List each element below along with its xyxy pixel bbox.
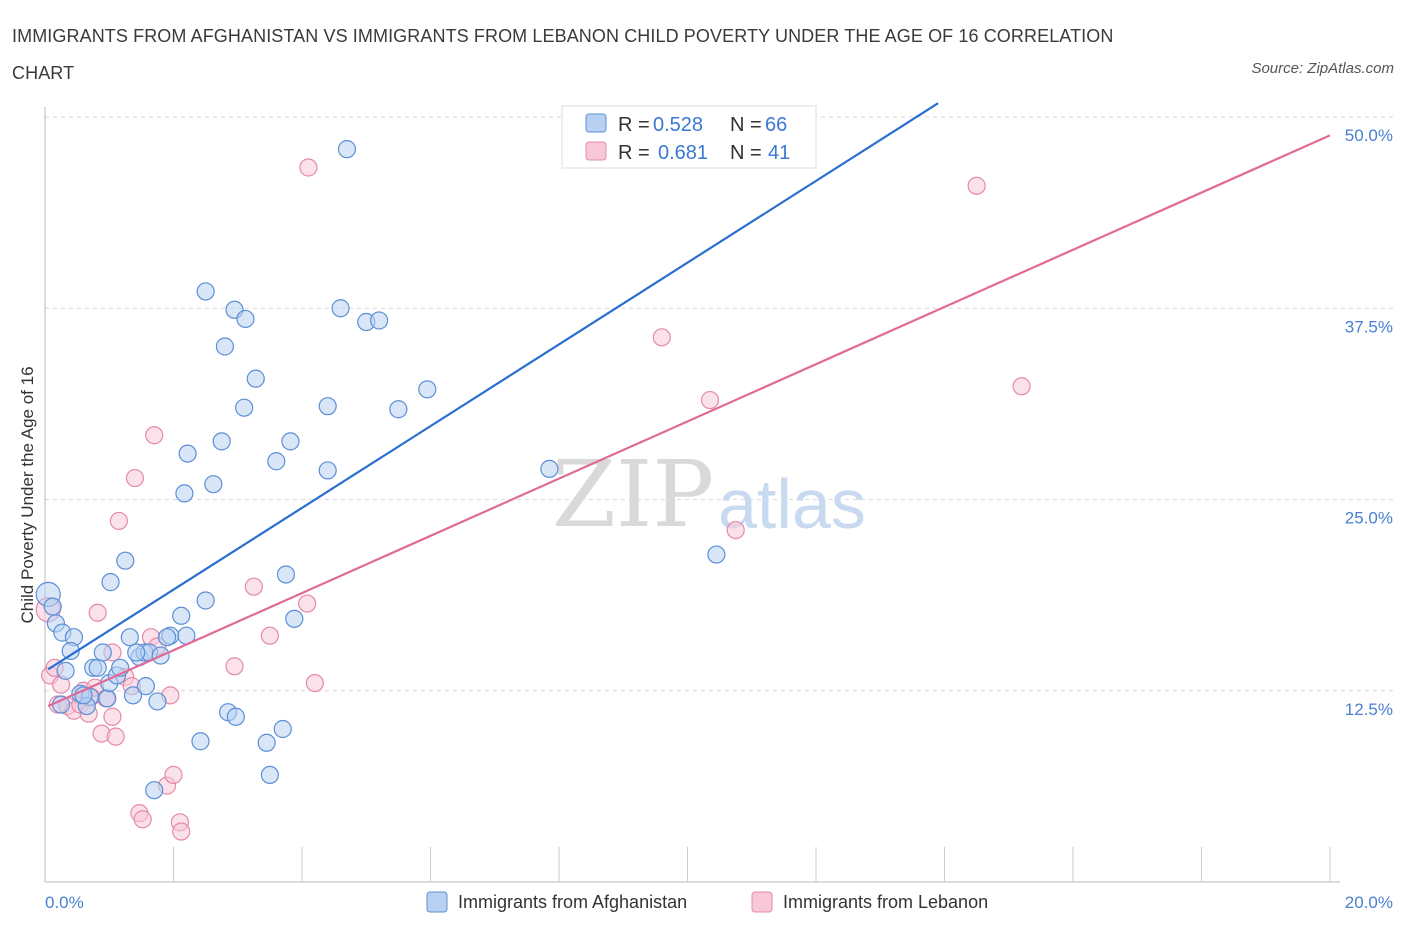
- afghanistan-point-26: [145, 781, 164, 800]
- legend-r-value-2: 0.681: [658, 142, 708, 164]
- afghanistan-point-12: [88, 658, 107, 677]
- lebanon-point-29: [164, 765, 183, 785]
- legend-r-value-1: 0.528: [653, 114, 703, 136]
- afghanistan-point-46: [257, 733, 276, 752]
- y-axis-label: Child Poverty Under the Age of 16: [18, 366, 37, 623]
- legend-n-label-1: N =: [730, 114, 762, 136]
- afghanistan-point-16: [101, 573, 120, 592]
- afghanistan-point-43: [235, 398, 254, 417]
- lebanon-point-17: [106, 727, 125, 746]
- series-lebanon-points: [35, 158, 1031, 841]
- legend-n-value-1: 66: [765, 114, 787, 136]
- lebanon-point-40: [726, 520, 745, 540]
- afghanistan-point-58: [370, 311, 389, 330]
- afghanistan-point-36: [196, 591, 215, 610]
- afghanistan-point-61: [540, 459, 559, 478]
- afghanistan-point-50: [276, 565, 296, 584]
- afghanistan-point-5: [61, 641, 80, 661]
- afghanistan-point-49: [273, 719, 292, 739]
- afghanistan-point-48: [267, 452, 286, 471]
- afghanistan-point-34: [191, 732, 210, 751]
- afghanistan-point-35: [196, 282, 215, 301]
- afghanistan-point-14: [98, 689, 117, 708]
- afghanistan-point-64: [127, 643, 146, 662]
- legend-n-label-2: N =: [730, 142, 762, 164]
- trend-line-afghanistan: [47, 102, 939, 671]
- afghanistan-point-45: [246, 369, 265, 388]
- afghanistan-point-6: [56, 661, 75, 680]
- afghanistan-point-31: [175, 484, 194, 503]
- lebanon-point-38: [652, 328, 671, 347]
- lebanon-point-37: [305, 673, 324, 693]
- afghanistan-point-24: [136, 677, 155, 696]
- afghanistan-point-62: [707, 545, 726, 564]
- lebanon-point-12: [88, 603, 107, 622]
- lebanon-point-41: [967, 176, 986, 195]
- lebanon-point-35: [298, 594, 317, 613]
- lebanon-point-36: [299, 158, 318, 177]
- x-tick-max: 20.0%: [1345, 893, 1393, 912]
- legend-swatch-lebanon: [585, 141, 607, 161]
- afghanistan-point-27: [148, 692, 167, 711]
- afghanistan-point-33: [178, 444, 197, 463]
- y-tick-label-2: 37.5%: [1345, 317, 1393, 336]
- trend-lines: [47, 102, 1331, 708]
- lebanon-point-23: [133, 810, 152, 829]
- afghanistan-point-37: [204, 475, 223, 494]
- afghanistan-point-56: [337, 140, 357, 159]
- afghanistan-point-38: [212, 432, 231, 451]
- y-tick-label-3: 50.0%: [1345, 126, 1393, 145]
- bottom-swatch-lebanon: [751, 891, 773, 913]
- bottom-swatch-afghanistan: [426, 891, 448, 913]
- watermark-zip: ZIP: [552, 441, 714, 548]
- afghanistan-point-52: [285, 609, 304, 628]
- afghanistan-point-20: [120, 628, 139, 647]
- lebanon-point-25: [145, 426, 164, 445]
- bottom-legend-afghanistan: Immigrants from Afghanistan: [458, 892, 687, 912]
- bottom-legend: Immigrants from Afghanistan Immigrants f…: [426, 891, 988, 913]
- afghanistan-point-54: [318, 397, 337, 416]
- bottom-legend-lebanon: Immigrants from Lebanon: [783, 892, 988, 912]
- afghanistan-point-21: [123, 686, 143, 705]
- source-credit: Source: ZipAtlas.com: [1251, 60, 1394, 77]
- y-tick-label-1: 25.0%: [1345, 509, 1393, 528]
- afghanistan-point-55: [331, 299, 350, 318]
- chart-title: IMMIGRANTS FROM AFGHANISTAN VS IMMIGRANT…: [12, 26, 1114, 83]
- afghanistan-point-13: [93, 643, 112, 662]
- lebanon-point-21: [125, 468, 145, 488]
- legend-swatch-afghanistan: [585, 113, 607, 133]
- trend-line-lebanon: [47, 134, 1331, 708]
- lebanon-point-32: [225, 657, 244, 676]
- lebanon-point-33: [244, 577, 263, 596]
- lebanon-point-18: [109, 511, 128, 531]
- afghanistan-point-59: [389, 400, 408, 419]
- lebanon-point-16: [103, 707, 122, 726]
- y-tick-labels: 12.5% 25.0% 37.5% 50.0%: [1345, 126, 1393, 719]
- afghanistan-point-63: [157, 628, 177, 647]
- afghanistan-point-42: [226, 707, 245, 726]
- afghanistan-point-60: [418, 380, 437, 399]
- series-afghanistan-points: [35, 140, 726, 800]
- afghanistan-point-47: [260, 765, 279, 785]
- afghanistan-point-1: [43, 597, 62, 616]
- afghanistan-point-51: [281, 432, 300, 451]
- axes: [44, 107, 1340, 883]
- legend-r-label-1: R =: [618, 114, 650, 136]
- afghanistan-point-39: [215, 337, 234, 356]
- afghanistan-point-53: [318, 461, 337, 480]
- lebanon-point-42: [1012, 377, 1031, 396]
- lebanon-point-31: [172, 822, 191, 841]
- legend-n-value-2: 41: [768, 142, 790, 164]
- lebanon-point-39: [700, 390, 720, 410]
- afghanistan-point-30: [172, 606, 191, 625]
- y-tick-label-0: 12.5%: [1345, 700, 1393, 719]
- x-tick-min: 0.0%: [45, 893, 84, 912]
- lebanon-point-34: [260, 626, 279, 645]
- afghanistan-point-44: [236, 309, 255, 329]
- top-legend: R = 0.528 N = 66 R = 0.681 N = 41: [561, 105, 817, 169]
- afghanistan-point-19: [116, 551, 135, 570]
- legend-r-label-2: R =: [618, 142, 650, 164]
